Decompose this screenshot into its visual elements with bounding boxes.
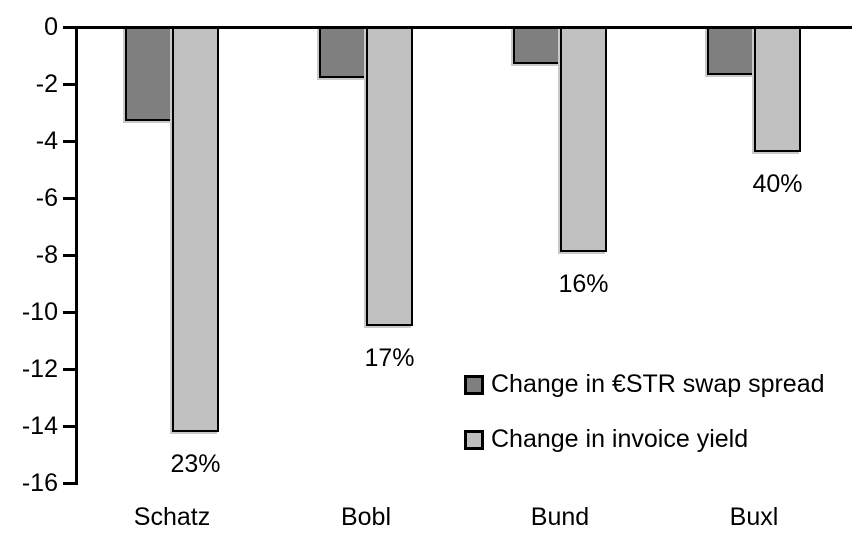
y-tick-label: 0 [44, 13, 58, 41]
y-tick-label: -8 [35, 241, 58, 269]
y-tick-label: -6 [35, 184, 58, 212]
y-tick-mark [63, 481, 75, 485]
legend-label: Change in invoice yield [491, 425, 749, 453]
y-tick-label: -12 [21, 355, 58, 383]
bar-value-label: 23% [170, 450, 221, 478]
bar-value-label: 17% [364, 344, 415, 372]
x-category-label-bobl: Bobl [340, 503, 392, 531]
y-tick-mark [63, 196, 75, 200]
bar-invoice-yield-bobl [366, 27, 413, 326]
y-axis-line [75, 25, 78, 485]
y-tick-mark [63, 139, 75, 143]
y-tick-label: -14 [21, 412, 58, 440]
legend-swatch-icon [464, 429, 484, 450]
legend-label: Change in €STR swap spread [491, 370, 825, 398]
legend-swatch-icon [464, 374, 484, 395]
y-tick-label: -2 [35, 70, 58, 98]
bar-swap-spread-bobl [319, 27, 366, 78]
y-tick-label: -4 [35, 127, 58, 155]
bar-value-label: 16% [558, 270, 609, 298]
bar-value-label: 40% [752, 170, 803, 198]
y-tick-mark [63, 310, 75, 314]
y-tick-mark [63, 82, 75, 86]
x-category-label-buxl: Buxl [729, 503, 779, 531]
zero-axis-line [63, 25, 852, 29]
bar-invoice-yield-bund [560, 27, 607, 252]
y-tick-mark [63, 367, 75, 371]
legend-item: Change in €STR swap spread [464, 372, 825, 397]
bar-invoice-yield-schatz [172, 27, 219, 432]
y-tick-label: -10 [21, 298, 58, 326]
y-tick-mark [63, 424, 75, 428]
x-category-label-schatz: Schatz [133, 503, 211, 531]
y-tick-mark [63, 253, 75, 257]
bar-swap-spread-buxl [707, 27, 754, 75]
y-tick-label: -16 [21, 469, 58, 497]
legend-item: Change in invoice yield [464, 427, 825, 452]
x-category-label-bund: Bund [530, 503, 590, 531]
bar-swap-spread-schatz [125, 27, 172, 121]
legend: Change in €STR swap spread Change in invo… [464, 372, 825, 482]
bar-swap-spread-bund [513, 27, 560, 64]
bar-invoice-yield-buxl [754, 27, 801, 152]
